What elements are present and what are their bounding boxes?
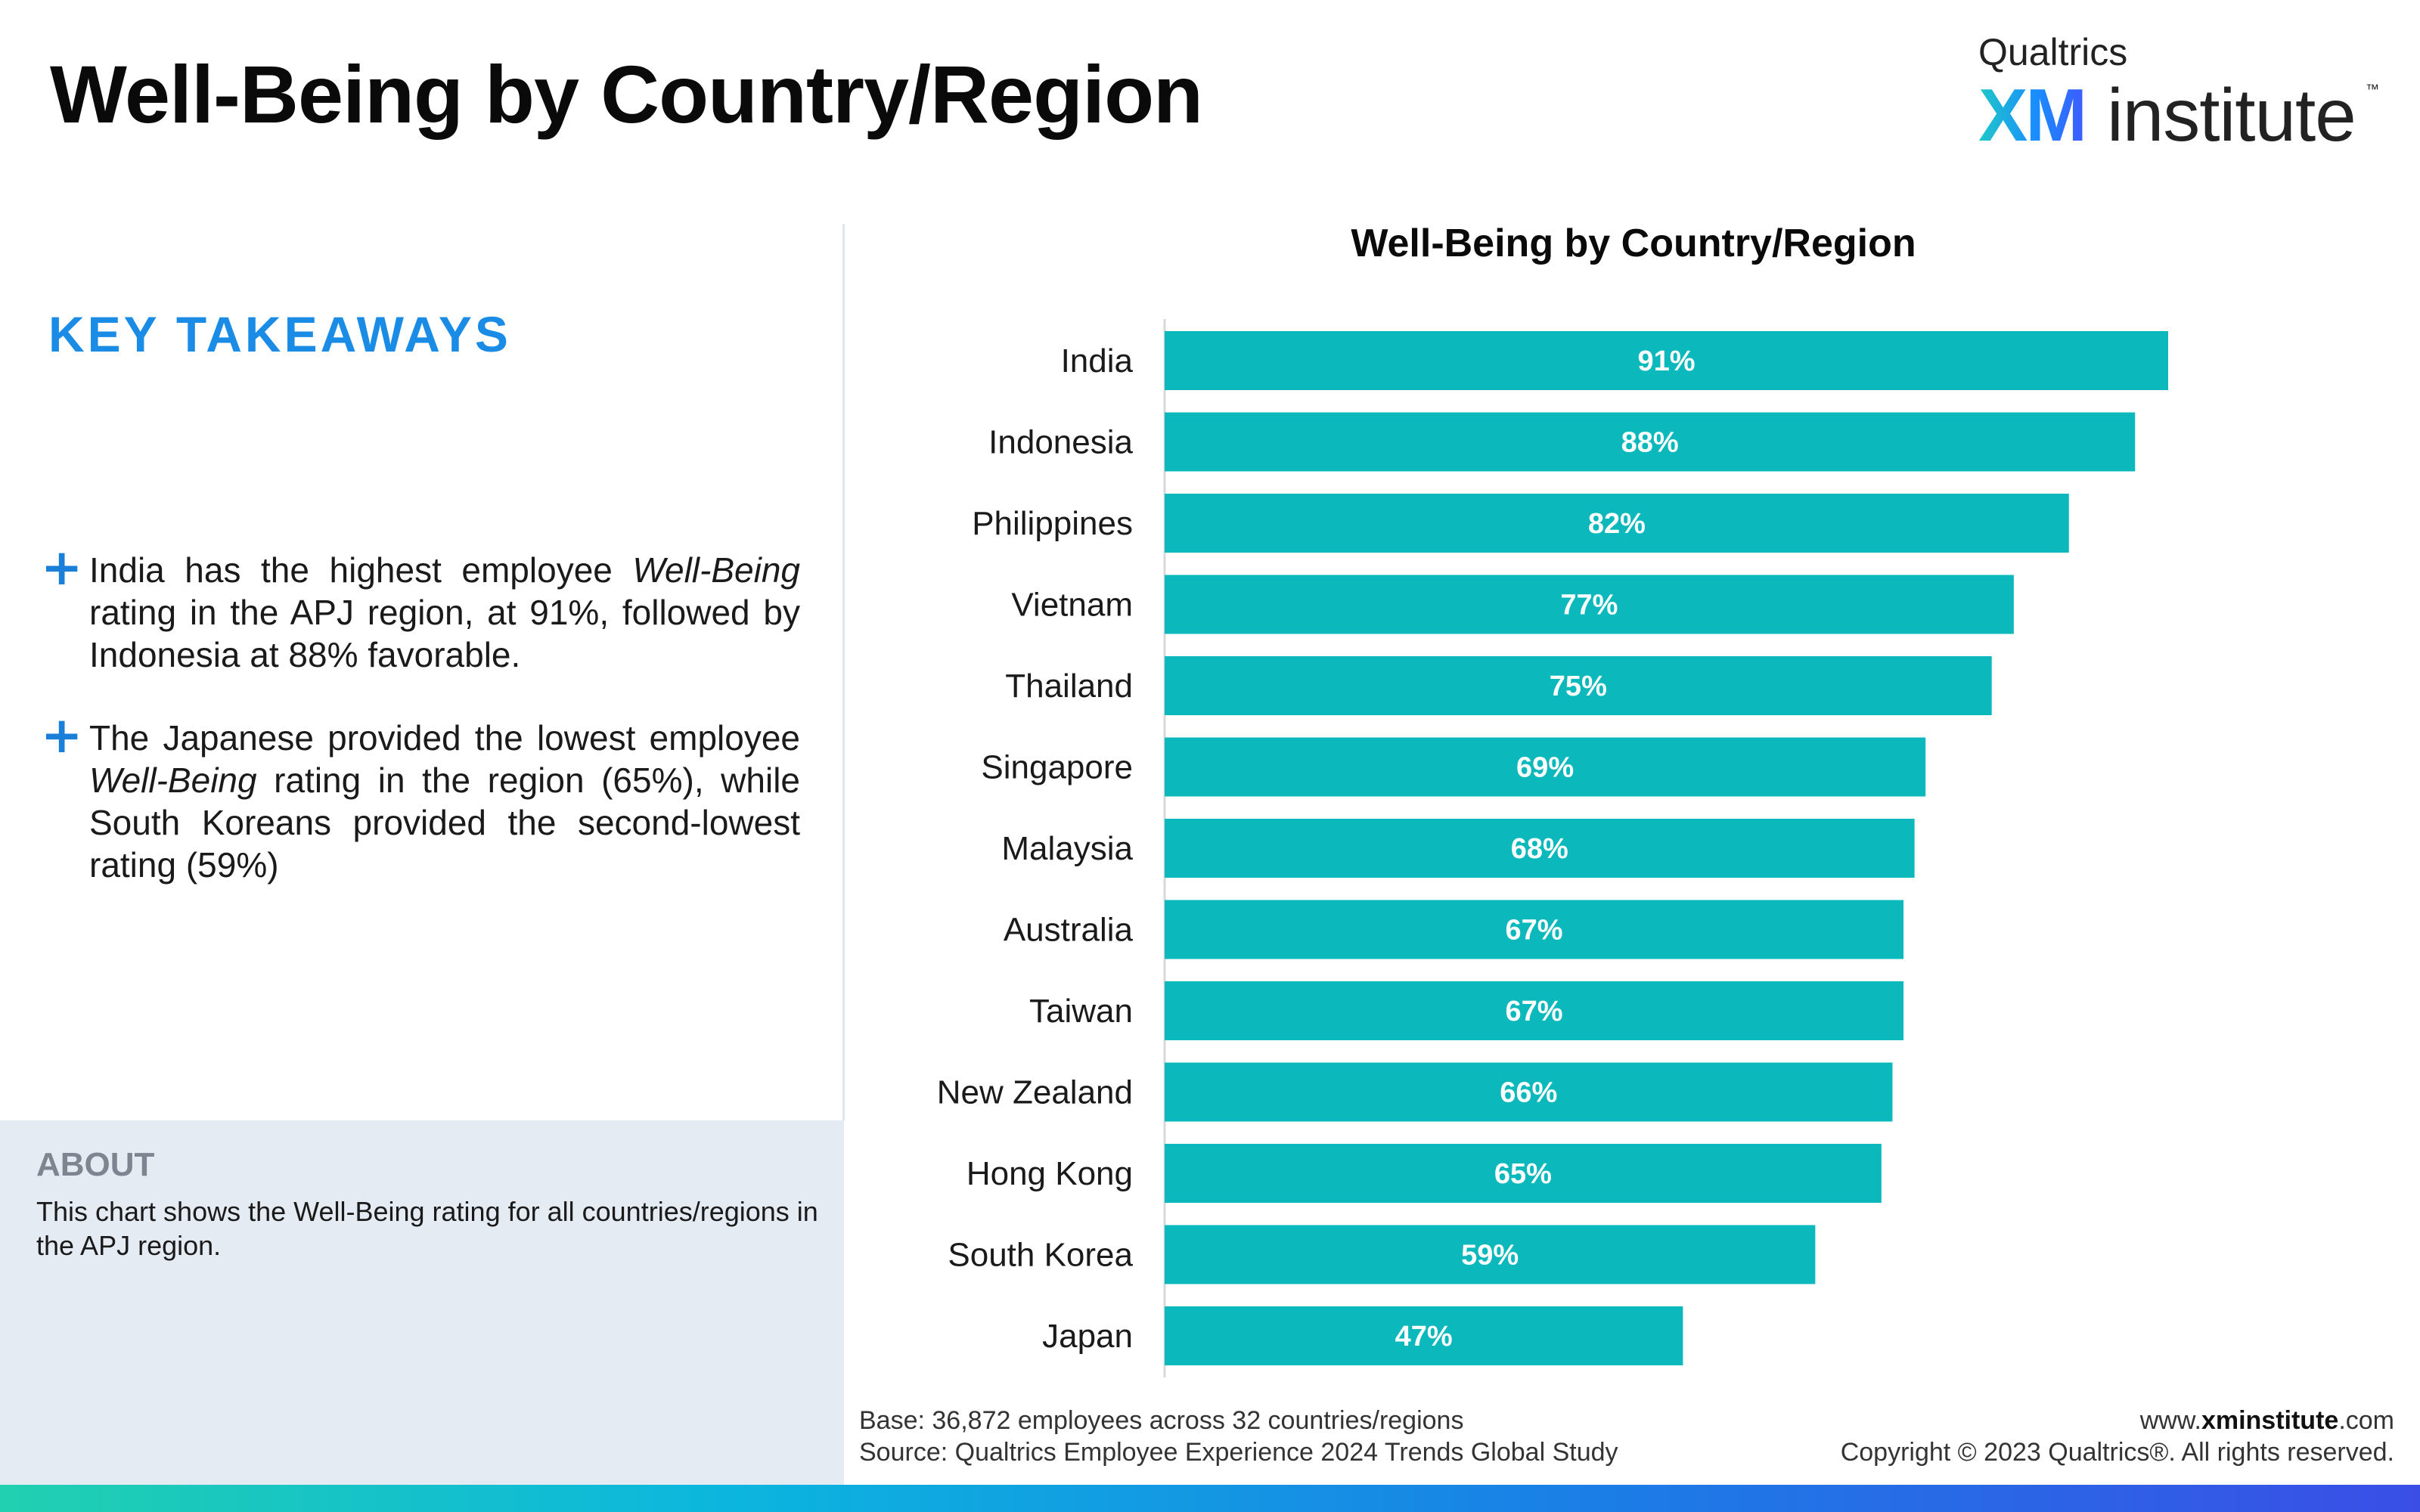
bar-new-zealand xyxy=(1165,1062,1893,1122)
website-link[interactable]: www.xminstitute.com xyxy=(2139,1406,2394,1435)
data-label: 75% xyxy=(1550,671,1607,702)
data-label: 77% xyxy=(1560,590,1618,621)
logo-xm-text: XM xyxy=(1978,73,2087,156)
bar-indonesia xyxy=(1165,412,2136,472)
about-title: ABOUT xyxy=(36,1146,155,1183)
bar-south-korea xyxy=(1165,1225,1816,1284)
data-label: 69% xyxy=(1516,752,1574,784)
bar-malaysia xyxy=(1165,819,1915,878)
bar-vietnam xyxy=(1165,575,2014,634)
category-label: Indonesia xyxy=(988,424,1133,461)
key-takeaways-heading: KEY TAKEAWAYS xyxy=(48,306,511,362)
footnote-left: Base: 36,872 employees across 32 countri… xyxy=(859,1405,1618,1468)
category-label: Malaysia xyxy=(1001,830,1133,867)
category-label: South Korea xyxy=(948,1237,1133,1274)
bar-india xyxy=(1165,331,2168,390)
category-label: Japan xyxy=(1042,1318,1133,1355)
category-label: India xyxy=(1061,342,1134,380)
data-label: 88% xyxy=(1621,427,1679,459)
page-title: Well-Being by Country/Region xyxy=(50,48,1203,140)
logo-trademark: ™ xyxy=(2366,82,2379,97)
category-label: Vietnam xyxy=(1011,587,1133,624)
bar-australia xyxy=(1165,900,1904,959)
takeaway-text: India has the highest employee Well-Bein… xyxy=(89,550,800,674)
category-label: Australia xyxy=(1004,912,1134,949)
about-box: ABOUT This chart shows the Well-Being ra… xyxy=(0,1120,844,1486)
plus-icon: + xyxy=(41,706,83,764)
footnote-right: www.xminstitute.com Copyright © 2023 Qua… xyxy=(1841,1405,2394,1468)
bar-philippines xyxy=(1165,494,2069,553)
data-label: 91% xyxy=(1637,345,1695,377)
data-label: 65% xyxy=(1494,1158,1552,1190)
xm-institute-logo: Qualtrics XM institute ™ xyxy=(1978,30,2387,156)
category-label: Taiwan xyxy=(1029,993,1133,1030)
source-note: Source: Qualtrics Employee Experience 20… xyxy=(859,1438,1618,1467)
bar-singapore xyxy=(1165,737,1926,797)
plus-icon: + xyxy=(41,538,83,596)
data-label: 67% xyxy=(1505,915,1562,947)
copyright-text: Copyright © 2023 Qualtrics®. All rights … xyxy=(1840,1438,2394,1467)
base-note: Base: 36,872 employees across 32 countri… xyxy=(859,1406,1464,1435)
takeaway-text: The Japanese provided the lowest employe… xyxy=(89,718,800,885)
data-label: 66% xyxy=(1500,1077,1557,1109)
category-label: Philippines xyxy=(972,505,1133,542)
data-label: 67% xyxy=(1505,996,1562,1027)
left-panel: KEY TAKEAWAYS + India has the highest em… xyxy=(0,0,844,1512)
data-label: 47% xyxy=(1395,1321,1453,1352)
bar-taiwan xyxy=(1165,981,1904,1040)
data-label: 82% xyxy=(1588,508,1646,540)
category-label: Thailand xyxy=(1005,668,1133,705)
category-label: New Zealand xyxy=(937,1074,1133,1111)
data-label: 59% xyxy=(1461,1240,1519,1272)
chart-title: Well-Being by Country/Region xyxy=(1351,222,1916,265)
logo-qualtrics-text: Qualtrics xyxy=(1978,31,2128,73)
bar-hong-kong xyxy=(1165,1144,1882,1203)
bar-thailand xyxy=(1165,656,1992,715)
footer-gradient-bar xyxy=(0,1485,2420,1512)
category-label: Singapore xyxy=(981,749,1133,786)
panel-divider xyxy=(842,224,845,1120)
data-label: 68% xyxy=(1511,833,1568,865)
category-label: Hong Kong xyxy=(966,1155,1133,1192)
bar-japan xyxy=(1165,1306,1683,1365)
about-text: This chart shows the Well-Being rating f… xyxy=(36,1196,818,1261)
logo-institute-text: institute xyxy=(2107,73,2356,156)
